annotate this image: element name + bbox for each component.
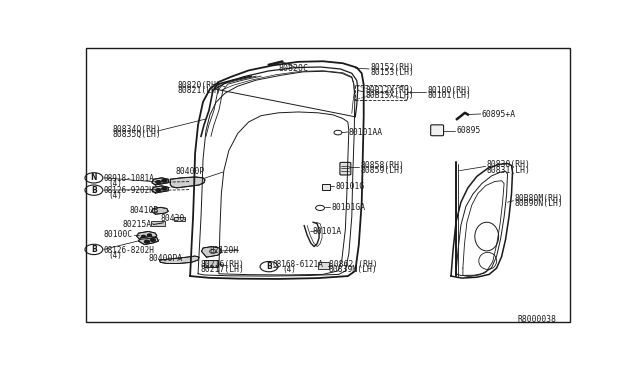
Text: 80839M(LH): 80839M(LH) bbox=[329, 265, 378, 274]
Text: 80153(LH): 80153(LH) bbox=[370, 68, 414, 77]
Bar bbox=[204, 260, 218, 267]
Text: N: N bbox=[91, 173, 97, 182]
Text: 08918-1081A: 08918-1081A bbox=[104, 174, 155, 183]
Text: 80B90N(LH): 80B90N(LH) bbox=[515, 199, 563, 208]
Circle shape bbox=[145, 240, 150, 243]
Circle shape bbox=[162, 187, 167, 190]
Text: 82120H: 82120H bbox=[210, 246, 239, 255]
Text: 08126-8202H: 08126-8202H bbox=[104, 246, 155, 255]
Text: 80400PA: 80400PA bbox=[148, 254, 182, 263]
Polygon shape bbox=[170, 177, 205, 188]
Polygon shape bbox=[138, 237, 158, 244]
FancyBboxPatch shape bbox=[431, 125, 444, 136]
Text: (4): (4) bbox=[109, 191, 123, 201]
Text: 80400P: 80400P bbox=[175, 167, 205, 176]
Text: 80858(RH): 80858(RH) bbox=[360, 161, 404, 170]
Text: 08126-9202H: 08126-9202H bbox=[104, 186, 155, 195]
Text: 80101AA: 80101AA bbox=[349, 128, 383, 137]
Text: (4): (4) bbox=[282, 265, 296, 274]
Bar bbox=[152, 221, 165, 226]
Text: 80430: 80430 bbox=[161, 214, 185, 223]
Text: B: B bbox=[266, 262, 272, 271]
Circle shape bbox=[150, 238, 156, 241]
Text: 80862 (RH): 80862 (RH) bbox=[329, 260, 378, 269]
Circle shape bbox=[141, 235, 145, 238]
Text: 80101(LH): 80101(LH) bbox=[428, 91, 471, 100]
Text: 80101G: 80101G bbox=[335, 182, 365, 191]
Bar bbox=[318, 262, 329, 269]
Text: 80100C: 80100C bbox=[104, 230, 133, 239]
Text: 80217(LH): 80217(LH) bbox=[200, 265, 244, 274]
Text: 60895+A: 60895+A bbox=[482, 110, 516, 119]
FancyBboxPatch shape bbox=[340, 162, 351, 175]
Bar bbox=[174, 217, 185, 221]
Text: 80830(RH): 80830(RH) bbox=[486, 160, 531, 169]
Polygon shape bbox=[152, 207, 168, 214]
Polygon shape bbox=[152, 186, 168, 193]
Text: 80859(LH): 80859(LH) bbox=[360, 166, 404, 175]
Circle shape bbox=[147, 234, 152, 236]
Bar bbox=[322, 184, 330, 190]
Text: 80820(RH): 80820(RH) bbox=[177, 81, 221, 90]
Text: 80101A: 80101A bbox=[312, 227, 341, 236]
Text: 80834Q(RH): 80834Q(RH) bbox=[112, 125, 161, 134]
Text: 80100(RH): 80100(RH) bbox=[428, 86, 471, 95]
Polygon shape bbox=[159, 256, 199, 263]
Circle shape bbox=[162, 179, 167, 182]
Text: (4): (4) bbox=[109, 251, 123, 260]
Text: 80216(RH): 80216(RH) bbox=[200, 260, 244, 269]
Text: R8000038: R8000038 bbox=[518, 315, 556, 324]
Text: 80410B: 80410B bbox=[129, 206, 159, 215]
Text: 60895: 60895 bbox=[457, 126, 481, 135]
Text: 80152(RH): 80152(RH) bbox=[370, 63, 414, 72]
Text: 80B13X(LH): 80B13X(LH) bbox=[365, 91, 414, 100]
Text: 80B80M(RH): 80B80M(RH) bbox=[515, 194, 563, 203]
Text: 80820C: 80820C bbox=[278, 64, 308, 73]
Text: (4): (4) bbox=[109, 179, 123, 188]
Text: 80821(LH): 80821(LH) bbox=[177, 86, 221, 95]
Circle shape bbox=[156, 181, 161, 183]
Text: 80215A: 80215A bbox=[122, 220, 152, 229]
Polygon shape bbox=[136, 231, 157, 240]
Circle shape bbox=[156, 189, 161, 192]
Text: 80101GA: 80101GA bbox=[332, 203, 366, 212]
Text: B: B bbox=[91, 245, 97, 254]
Text: 80B12X(RH): 80B12X(RH) bbox=[365, 86, 414, 95]
Text: 80835Q(LH): 80835Q(LH) bbox=[112, 130, 161, 139]
Text: B: B bbox=[91, 186, 97, 195]
Polygon shape bbox=[202, 247, 221, 257]
Text: 80831(LH): 80831(LH) bbox=[486, 166, 531, 174]
Text: 08168-6121A: 08168-6121A bbox=[273, 260, 323, 269]
Polygon shape bbox=[152, 178, 168, 185]
